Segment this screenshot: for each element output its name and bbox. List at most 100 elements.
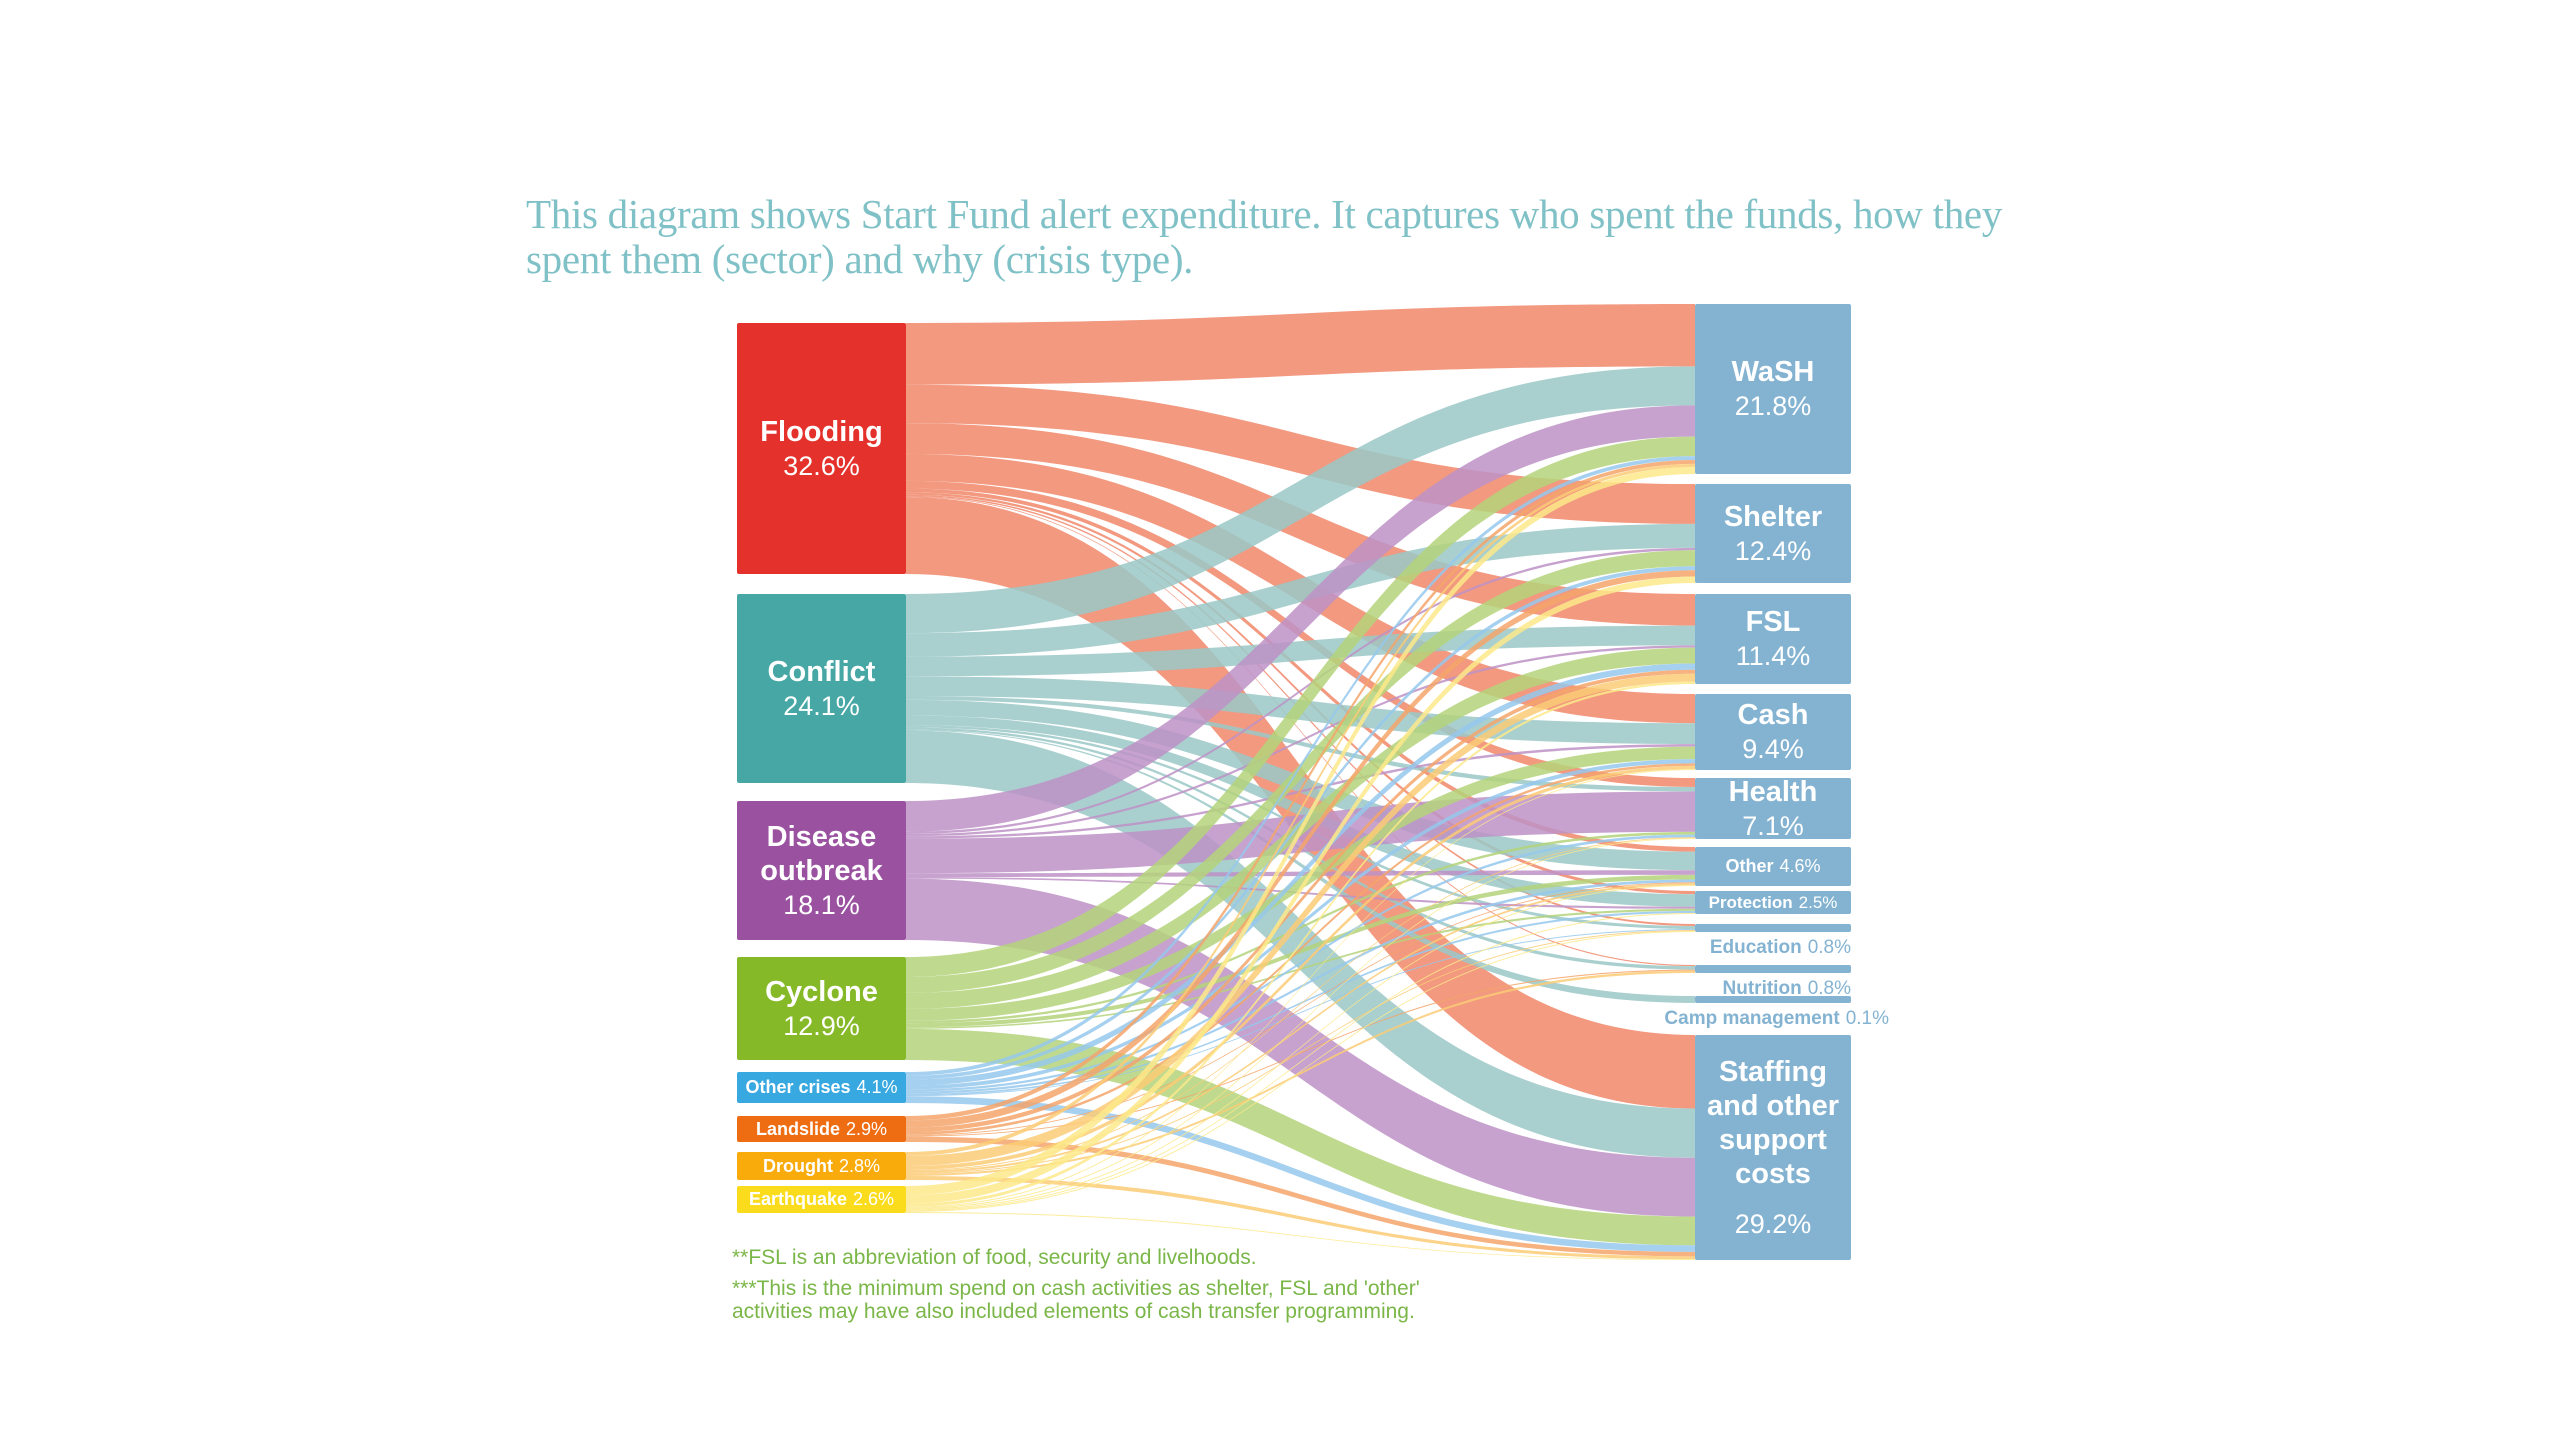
flow-earthquake-to-staffing-and-other-support-costs [906, 1211, 1695, 1260]
source-percent: 24.1% [783, 690, 860, 721]
target-percent: 21.8% [1734, 391, 1812, 421]
flow-drought-to-education [906, 930, 1695, 1174]
target-label: Other [1725, 856, 1774, 876]
flow-landslide-to-cash [906, 763, 1695, 1135]
flow-cyclone-to-staffing-and-other-support-costs [906, 1028, 1695, 1246]
flow-drought-to-wash [906, 463, 1695, 1156]
source-node-earthquake: Earthquake 2.6% [737, 1186, 906, 1213]
flow-conflict-to-camp-management [906, 729, 1695, 1003]
flow-cyclone-to-shelter [906, 550, 1695, 993]
target-percent: 0.1% [1845, 1008, 1889, 1029]
flow-flooding-to-staffing-and-other-support-costs [906, 497, 1695, 1109]
source-node-landslide: Landslide 2.9% [737, 1116, 906, 1142]
flow-other-crises-to-shelter [906, 566, 1695, 1080]
flow-earthquake-to-protection [906, 912, 1695, 1211]
flow-other-crises-to-wash [906, 456, 1695, 1076]
source-node-other-crises: Other crises 4.1% [737, 1072, 906, 1103]
target-label: Health [1728, 775, 1818, 808]
flow-flooding-to-shelter [906, 384, 1695, 524]
flow-other-crises-to-fsl [906, 663, 1695, 1086]
flow-conflict-to-other [906, 699, 1695, 871]
target-percent: 4.6% [1779, 856, 1821, 876]
flow-conflict-to-wash [906, 366, 1695, 634]
flow-conflict-to-shelter [906, 523, 1695, 657]
target-node-staffing-and-other-support-costs: Staffing and other support costs 29.2% [1695, 1035, 1851, 1260]
target-label: Education [1709, 937, 1802, 958]
target-percent: 2.5% [1798, 892, 1838, 912]
flow-cyclone-to-wash [906, 436, 1695, 977]
target-node-fsl: FSL 11.4% [1695, 594, 1851, 684]
flow-flooding-to-fsl [906, 423, 1695, 626]
flow-landslide-to-other [906, 882, 1695, 1136]
target-percent: 0.8% [1807, 937, 1851, 958]
flow-cyclone-to-other [906, 874, 1695, 1028]
flow-earthquake-to-wash [906, 466, 1695, 1196]
source-node-drought: Drought 2.8% [737, 1152, 906, 1180]
flow-earthquake-to-health [906, 838, 1695, 1209]
flow-landslide-to-shelter [906, 570, 1695, 1128]
source-node-flooding: Flooding 32.6% [737, 323, 906, 574]
target-node-wash: WaSH 21.8% [1695, 304, 1851, 474]
flow-flooding-to-protection [906, 492, 1695, 895]
source-label: Disease outbreak [760, 820, 883, 887]
source-label: Other crises [745, 1077, 851, 1097]
flow-disease-outbreak-to-shelter [906, 547, 1695, 835]
target-label: WaSH [1731, 356, 1815, 388]
flow-cyclone-to-health [906, 831, 1695, 1024]
source-node-cyclone: Cyclone 12.9% [737, 957, 906, 1060]
target-node-nutrition [1695, 965, 1851, 973]
source-node-disease-outbreak: Disease outbreak 18.1% [737, 801, 906, 940]
flow-landslide-to-nutrition [906, 969, 1695, 1137]
flow-flooding-to-wash [906, 304, 1695, 385]
source-percent: 32.6% [783, 450, 860, 481]
flow-landslide-to-staffing-and-other-support-costs [906, 1136, 1695, 1257]
source-label: Landslide [755, 1118, 840, 1139]
source-label: Drought [762, 1155, 833, 1176]
flow-other-crises-to-other [906, 879, 1695, 1094]
flow-drought-to-staffing-and-other-support-costs [906, 1176, 1695, 1260]
flow-flooding-to-other [906, 488, 1695, 852]
source-percent: 2.8% [838, 1155, 880, 1176]
flow-landslide-to-fsl [906, 669, 1695, 1133]
flow-other-crises-to-health [906, 834, 1695, 1092]
target-label: Cash [1737, 699, 1809, 731]
target-label: Staffing and other support costs [1706, 1055, 1840, 1190]
source-label: Earthquake [748, 1189, 847, 1209]
source-percent: 4.1% [856, 1077, 898, 1097]
flow-other-crises-to-cash [906, 759, 1695, 1090]
flow-conflict-to-fsl [906, 625, 1695, 677]
flow-other-crises-to-protection [906, 910, 1695, 1096]
source-percent: 2.6% [853, 1189, 895, 1209]
source-label: Cyclone [765, 975, 878, 1008]
flow-drought-to-other [906, 883, 1695, 1173]
target-percent: 0.8% [1807, 978, 1851, 999]
target-node-other: Other 4.6% [1695, 847, 1851, 886]
target-percent: 29.2% [1734, 1208, 1812, 1239]
flow-disease-outbreak-to-wash [906, 405, 1695, 832]
target-label: Nutrition [1722, 978, 1802, 999]
footnote-cash-line2: activities may have also included elemen… [732, 1300, 1415, 1323]
footnote-cash-line1: ***This is the minimum spend on cash act… [732, 1277, 1420, 1300]
target-percent: 9.4% [1742, 734, 1804, 764]
flow-other-crises-to-education [906, 929, 1695, 1097]
source-percent: 12.9% [783, 1010, 860, 1041]
target-label-education: Education 0.8% [1710, 937, 1851, 959]
flow-earthquake-to-cash [906, 769, 1695, 1208]
source-label: Conflict [767, 655, 876, 688]
flow-other-crises-to-staffing-and-other-support-costs [906, 1096, 1695, 1252]
source-node-conflict: Conflict 24.1% [737, 594, 906, 783]
target-node-protection: Protection 2.5% [1695, 891, 1851, 914]
target-label-nutrition: Nutrition 0.8% [1723, 978, 1851, 1000]
flow-landslide-to-wash [906, 459, 1695, 1121]
target-label: Protection [1708, 892, 1793, 912]
flow-earthquake-to-shelter [906, 576, 1695, 1204]
flow-drought-to-health [906, 837, 1695, 1171]
flow-drought-to-fsl [906, 673, 1695, 1166]
flow-cyclone-to-cash [906, 746, 1695, 1021]
flow-drought-to-nutrition [906, 970, 1695, 1176]
target-label-camp-management: Camp management 0.1% [1664, 1008, 1889, 1030]
target-node-education [1695, 924, 1851, 932]
target-label: FSL [1745, 606, 1801, 638]
flow-earthquake-to-education [906, 931, 1695, 1212]
